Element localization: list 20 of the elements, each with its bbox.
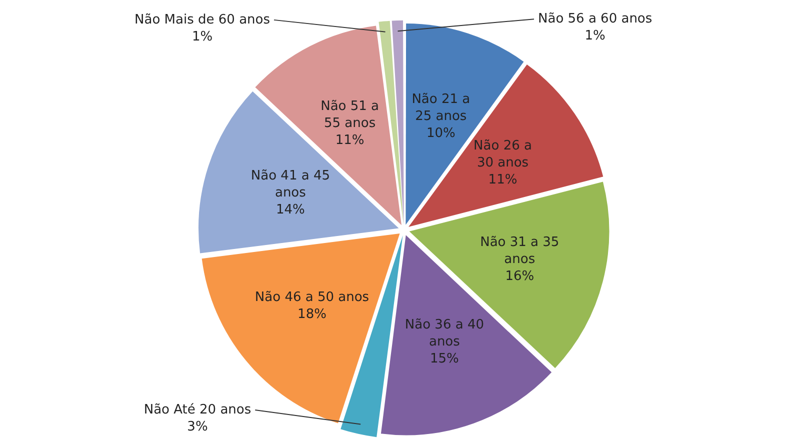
data-label: 14% bbox=[276, 202, 305, 218]
data-label: 15% bbox=[430, 352, 459, 367]
slice-label: Não 26 a 30 anos bbox=[474, 138, 532, 170]
data-label: 18% bbox=[298, 306, 326, 322]
data-label: 1% bbox=[584, 28, 606, 44]
data-label: 11% bbox=[335, 132, 364, 148]
slice-label: Não 46 a 50 anos bbox=[254, 290, 370, 305]
data-label: 11% bbox=[488, 172, 518, 188]
data-label: 16% bbox=[505, 269, 534, 284]
data-label: 1% bbox=[192, 29, 213, 44]
slice-label: Não Até 20 anos bbox=[144, 402, 252, 418]
slice-label: Não 51 a 55 anos bbox=[320, 98, 380, 131]
slice-label: Não 36 a 40 anos bbox=[404, 318, 484, 350]
slice-label: Não Mais de 60 anos bbox=[134, 12, 270, 28]
data-label: 10% bbox=[426, 126, 456, 141]
slice-label: Não 31 a 35 anos bbox=[480, 235, 560, 268]
slice-label: Não 56 a 60 anos bbox=[538, 11, 652, 26]
slice-label: Não 41 a 45 anos bbox=[250, 168, 330, 200]
slice-label: Não 21 a 25 anos bbox=[412, 92, 470, 124]
data-label: 3% bbox=[187, 419, 208, 434]
